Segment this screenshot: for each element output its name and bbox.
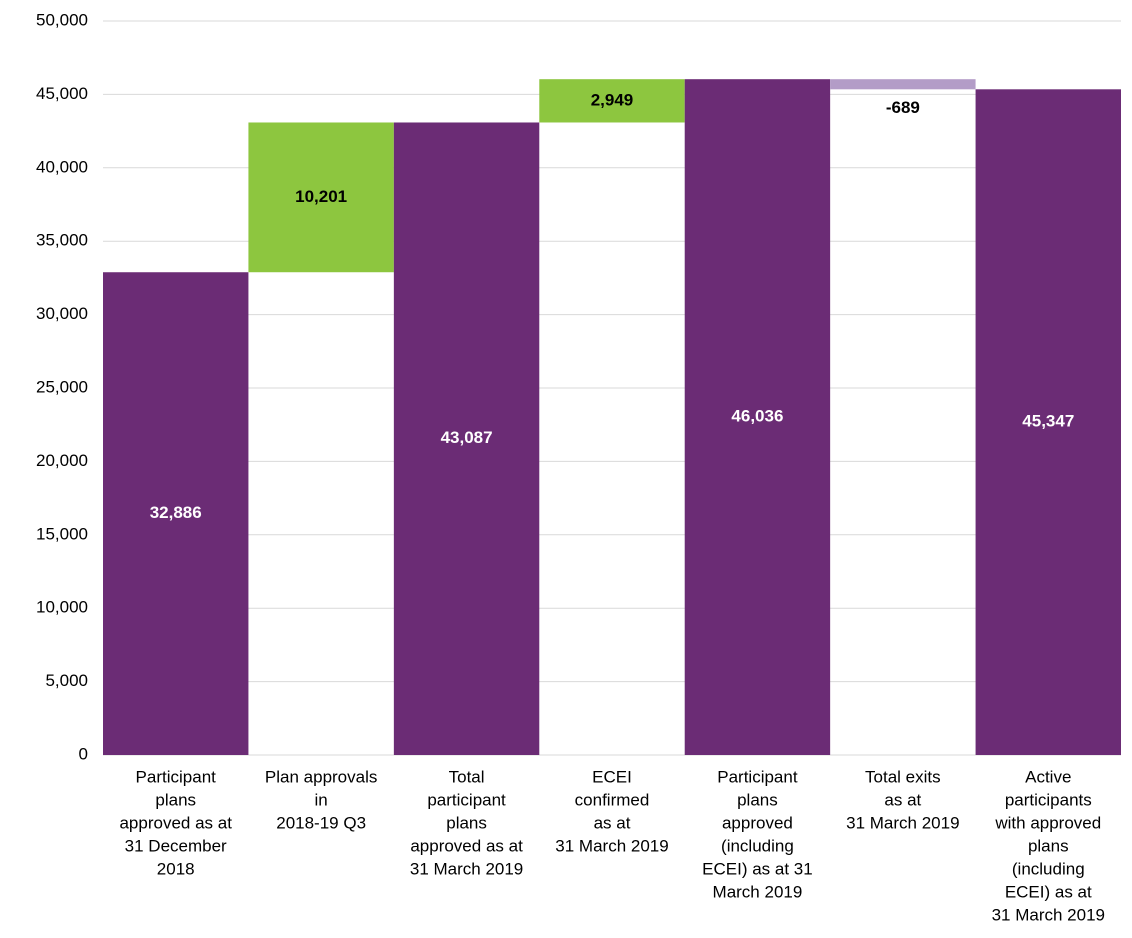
x-tick-label: Total exits xyxy=(865,767,941,786)
x-tick-label: ECEI) as at 31 xyxy=(702,859,813,878)
x-tick-label: plans xyxy=(446,813,487,832)
x-tick-label: Participant xyxy=(136,767,217,786)
x-tick-label: Active xyxy=(1025,767,1071,786)
y-tick-label: 15,000 xyxy=(36,524,88,543)
bar xyxy=(684,79,831,755)
x-tick-label: confirmed xyxy=(575,790,650,809)
y-tick-label: 25,000 xyxy=(36,377,88,396)
y-tick-label: 0 xyxy=(79,744,88,763)
x-tick-label: approved as at xyxy=(119,813,232,832)
y-tick-label: 20,000 xyxy=(36,451,88,470)
x-tick-label: plans xyxy=(737,790,778,809)
x-tick-label: ECEI) as at xyxy=(1005,882,1092,901)
x-tick-label: 31 March 2019 xyxy=(846,813,959,832)
value-label: 2,949 xyxy=(591,90,634,109)
y-tick-label: 45,000 xyxy=(36,84,88,103)
x-tick-label: approved as at xyxy=(410,836,523,855)
x-tick-label: 2018-19 Q3 xyxy=(276,813,366,832)
value-label: 46,036 xyxy=(731,407,783,426)
x-tick-label: as at xyxy=(594,813,631,832)
y-tick-label: 35,000 xyxy=(36,231,88,250)
value-label: 10,201 xyxy=(295,187,347,206)
x-tick-label: approved xyxy=(722,813,793,832)
bar xyxy=(539,79,685,123)
value-label: -689 xyxy=(886,98,920,117)
x-tick-label: Plan approvals xyxy=(265,767,377,786)
y-tick-label: 40,000 xyxy=(36,157,88,176)
bar xyxy=(975,89,1121,756)
x-tick-label: March 2019 xyxy=(713,882,803,901)
x-tick-label: 2018 xyxy=(157,859,195,878)
bar xyxy=(393,122,540,755)
x-tick-label: with approved xyxy=(994,813,1101,832)
x-tick-label: 31 March 2019 xyxy=(992,905,1105,924)
y-tick-label: 50,000 xyxy=(36,10,88,29)
x-tick-label: as at xyxy=(884,790,921,809)
x-tick-label: participants xyxy=(1005,790,1092,809)
x-tick-label: Total xyxy=(449,767,485,786)
x-tick-label: 31 December xyxy=(125,836,227,855)
x-tick-label: Participant xyxy=(717,767,798,786)
x-tick-label: (including xyxy=(1012,859,1085,878)
value-label: 32,886 xyxy=(150,503,202,522)
bar xyxy=(830,79,976,90)
x-tick-label: 31 March 2019 xyxy=(410,859,523,878)
value-label: 45,347 xyxy=(1022,412,1074,431)
bar xyxy=(248,122,394,273)
x-tick-label: in xyxy=(315,790,328,809)
x-tick-label: 31 March 2019 xyxy=(555,836,668,855)
value-label: 43,087 xyxy=(441,428,493,447)
y-tick-label: 5,000 xyxy=(45,671,88,690)
y-tick-label: 10,000 xyxy=(36,598,88,617)
x-tick-label: ECEI xyxy=(592,767,632,786)
x-tick-label: plans xyxy=(1028,836,1069,855)
x-tick-label: (including xyxy=(721,836,794,855)
x-tick-label: plans xyxy=(155,790,196,809)
x-tick-label: participant xyxy=(427,790,506,809)
bar xyxy=(103,272,249,755)
y-tick-label: 30,000 xyxy=(36,304,88,323)
